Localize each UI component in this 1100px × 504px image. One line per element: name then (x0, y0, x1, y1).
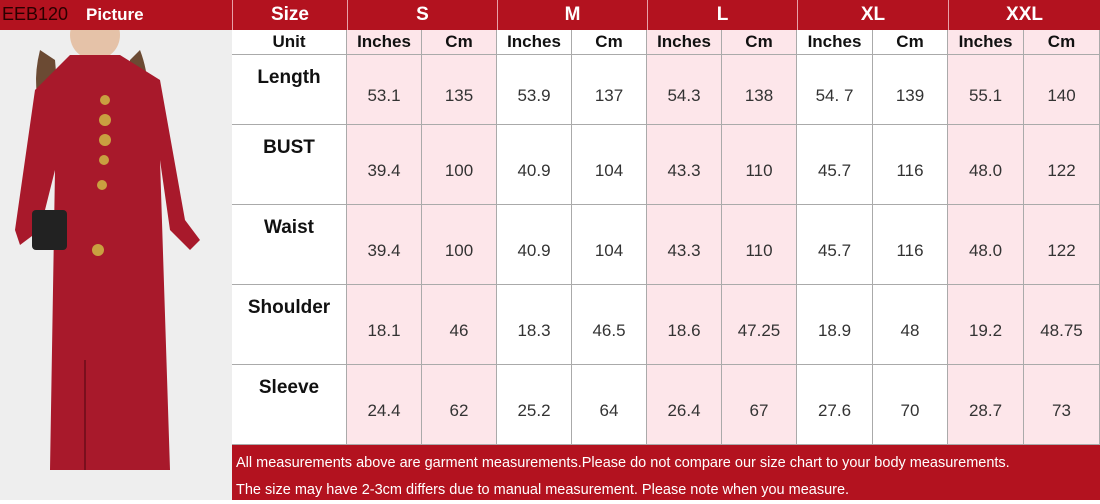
table-cell: 18.9 (797, 285, 873, 365)
table-cell: 43.3 (647, 125, 722, 205)
table-cell: 48.0 (948, 125, 1024, 205)
table-cell: 27.6 (797, 365, 873, 445)
table-cell: 138 (722, 55, 797, 125)
size-header-xl: XL (797, 0, 948, 30)
size-header-s: S (347, 0, 497, 30)
table-cell: 116 (873, 205, 948, 285)
table-cell: 73 (1024, 365, 1100, 445)
table-cell: 48.75 (1024, 285, 1100, 365)
table-cell: 40.9 (497, 125, 572, 205)
table-cell: 18.6 (647, 285, 722, 365)
unit-header-cm: Cm (422, 30, 497, 55)
table-cell: 104 (572, 125, 647, 205)
unit-header-inches: Inches (948, 30, 1024, 55)
table-cell: 45.7 (797, 125, 873, 205)
table-cell: 18.1 (347, 285, 422, 365)
table-cell: 46 (422, 285, 497, 365)
table-cell: 135 (422, 55, 497, 125)
unit-header-cm: Cm (722, 30, 797, 55)
row-label-shoulder: Shoulder (232, 285, 347, 365)
table-cell: 104 (572, 205, 647, 285)
size-header-xxl: XXL (948, 0, 1100, 30)
row-label-length: Length (232, 55, 347, 125)
table-cell: 25.2 (497, 365, 572, 445)
unit-header-inches: Inches (347, 30, 422, 55)
size-header: Size (232, 0, 347, 30)
table-cell: 43.3 (647, 205, 722, 285)
table-cell: 39.4 (347, 205, 422, 285)
size-header-l: L (647, 0, 797, 30)
table-cell: 39.4 (347, 125, 422, 205)
unit-header-inches: Inches (497, 30, 572, 55)
table-cell: 48.0 (948, 205, 1024, 285)
table-cell: 55.1 (948, 55, 1024, 125)
footer-note-2: The size may have 2-3cm differs due to m… (236, 482, 850, 498)
table-cell: 62 (422, 365, 497, 445)
unit-header-cm: Cm (1024, 30, 1100, 55)
table-cell: 70 (873, 365, 948, 445)
size-header-m: M (497, 0, 647, 30)
footer-notes: All measurements above are garment measu… (232, 445, 1100, 500)
table-header: EEB120 Picture Size S M L XL XXL (0, 0, 1100, 30)
table-cell: 47.25 (722, 285, 797, 365)
table-cell: 24.4 (347, 365, 422, 445)
unit-header-cm: Cm (873, 30, 948, 55)
row-label-bust: BUST (232, 125, 347, 205)
unit-label: Unit (232, 30, 347, 55)
table-cell: 116 (873, 125, 948, 205)
table-cell: 64 (572, 365, 647, 445)
table-cell: 40.9 (497, 205, 572, 285)
table-cell: 122 (1024, 125, 1100, 205)
table-cell: 28.7 (948, 365, 1024, 445)
table-cell: 26.4 (647, 365, 722, 445)
table-cell: 54.3 (647, 55, 722, 125)
picture-label: Picture (86, 5, 144, 24)
table-cell: 46.5 (572, 285, 647, 365)
table-cell: 45.7 (797, 205, 873, 285)
table-cell: 137 (572, 55, 647, 125)
table-cell: 110 (722, 125, 797, 205)
table-cell: 53.1 (347, 55, 422, 125)
table-cell: 139 (873, 55, 948, 125)
table-cell: 53.9 (497, 55, 572, 125)
table-cell: 122 (1024, 205, 1100, 285)
table-cell: 140 (1024, 55, 1100, 125)
table-cell: 18.3 (497, 285, 572, 365)
table-cell: 110 (722, 205, 797, 285)
table-cell: 100 (422, 205, 497, 285)
table-cell: 54. 7 (797, 55, 873, 125)
table-cell: 48 (873, 285, 948, 365)
row-label-waist: Waist (232, 205, 347, 285)
unit-header-cm: Cm (572, 30, 647, 55)
footer-note-1: All measurements above are garment measu… (236, 455, 1010, 471)
product-picture (0, 30, 232, 500)
table-cell: 100 (422, 125, 497, 205)
table-cell: 19.2 (948, 285, 1024, 365)
unit-header-inches: Inches (797, 30, 873, 55)
row-label-sleeve: Sleeve (232, 365, 347, 445)
product-code: EEB120 (2, 4, 69, 24)
table-cell: 67 (722, 365, 797, 445)
unit-header-inches: Inches (647, 30, 722, 55)
